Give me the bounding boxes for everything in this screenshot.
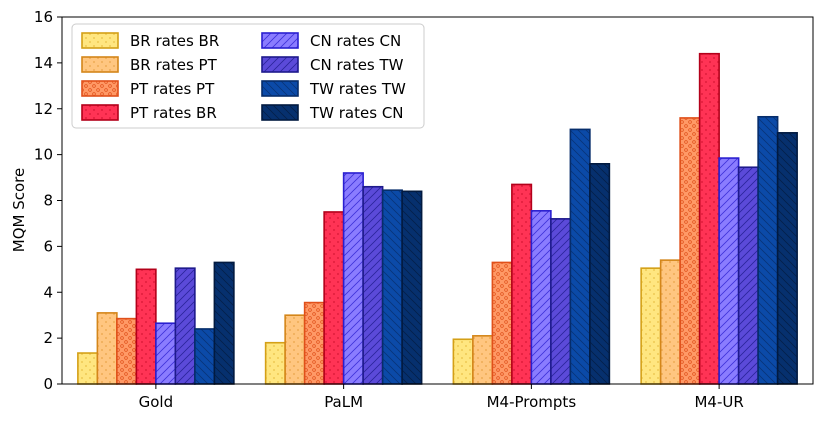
y-tick-label: 14: [34, 54, 53, 72]
legend-label: PT rates PT: [130, 80, 215, 98]
bar-cn-rates-cn-palm: [342, 172, 364, 385]
bar-cn-rates-tw-m4-ur: [737, 166, 759, 385]
legend-label: BR rates PT: [130, 56, 218, 74]
y-tick-label: 6: [43, 237, 53, 255]
bar-br-rates-pt-m4-ur: [659, 259, 681, 385]
y-tick-label: 12: [34, 100, 53, 118]
bar-pt-rates-br-gold: [135, 268, 157, 385]
legend-label: CN rates CN: [310, 32, 401, 50]
legend-label: TW rates TW: [309, 80, 406, 98]
bar-tw-rates-cn-palm: [401, 190, 423, 385]
bar-tw-rates-tw-m4-ur: [757, 115, 779, 385]
bar-tw-rates-cn-m4-ur: [776, 132, 798, 385]
legend-swatch: [261, 32, 299, 49]
legend-swatch: [261, 104, 299, 121]
x-tick-label: M4-Prompts: [487, 393, 577, 411]
legend-swatch: [81, 80, 119, 97]
y-tick-label: 0: [43, 375, 53, 393]
legend-label: PT rates BR: [130, 104, 217, 122]
bar-br-rates-br-palm: [264, 341, 286, 385]
bar-pt-rates-br-m4-prompts: [511, 183, 533, 385]
bar-tw-rates-tw-gold: [194, 328, 216, 385]
bar-cn-rates-tw-palm: [362, 185, 384, 385]
legend-swatch: [81, 104, 119, 121]
bar-br-rates-br-m4-prompts: [452, 338, 474, 385]
y-tick-label: 16: [34, 8, 53, 26]
legend-label: CN rates TW: [310, 56, 404, 74]
legend-swatch: [261, 80, 299, 97]
bar-br-rates-pt-gold: [96, 312, 118, 385]
bar-tw-rates-tw-palm: [381, 189, 403, 385]
legend-swatch: [81, 32, 119, 49]
y-axis-label: MQM Score: [10, 168, 28, 252]
bar-tw-rates-cn-gold: [213, 261, 235, 385]
bar-pt-rates-pt-gold: [116, 317, 138, 385]
legend-label: BR rates BR: [130, 32, 219, 50]
bar-cn-rates-tw-gold: [174, 267, 196, 385]
legend: BR rates BR BR rates PT PT rates PT PT rate…: [71, 23, 425, 129]
bar-pt-rates-br-m4-ur: [698, 52, 720, 385]
bar-pt-rates-pt-m4-ur: [679, 117, 701, 385]
y-tick-label: 4: [43, 283, 53, 301]
y-tick-label: 2: [43, 329, 53, 347]
axes-layer: 0 2 4 6 8 10 12 14 16 Gold PaLM M4-Prompts M4-UR: [34, 8, 814, 411]
x-tick-label: Gold: [139, 393, 174, 411]
bar-pt-rates-pt-palm: [303, 301, 325, 385]
y-tick-label: 8: [43, 192, 53, 210]
bar-br-rates-br-m4-ur: [640, 267, 662, 385]
legend-box: [71, 23, 425, 129]
bar-pt-rates-br-palm: [323, 211, 345, 385]
bar-br-rates-pt-m4-prompts: [472, 335, 494, 385]
bar-br-rates-pt-palm: [284, 314, 306, 385]
legend-label: TW rates CN: [309, 104, 404, 122]
y-tick-label: 10: [34, 146, 53, 164]
bar-br-rates-br-gold: [77, 352, 99, 385]
legend-swatch: [81, 56, 119, 73]
legend-swatch: [261, 56, 299, 73]
x-tick-label: PaLM: [324, 393, 363, 411]
bar-cn-rates-cn-m4-ur: [718, 157, 740, 385]
bar-cn-rates-cn-gold: [155, 322, 177, 385]
bar-cn-rates-cn-m4-prompts: [530, 210, 552, 385]
bar-cn-rates-tw-m4-prompts: [550, 218, 572, 385]
bar-tw-rates-tw-m4-prompts: [569, 128, 591, 385]
bar-pt-rates-pt-m4-prompts: [491, 261, 513, 385]
bar-tw-rates-cn-m4-prompts: [589, 163, 611, 385]
x-tick-label: M4-UR: [694, 393, 743, 411]
